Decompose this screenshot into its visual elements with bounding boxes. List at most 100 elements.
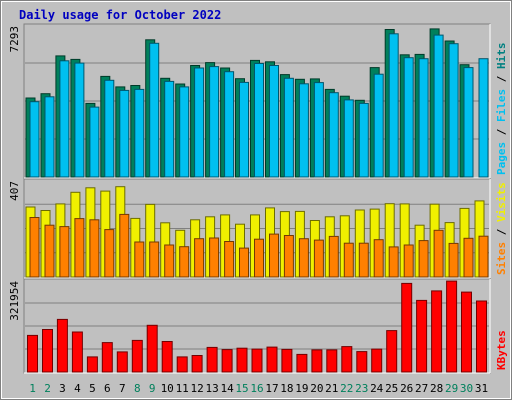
bar-files-day-24: [373, 73, 384, 178]
day-label-6: 6: [104, 382, 111, 395]
bar-files-day-26: [403, 57, 414, 178]
bar-kbytes-day-15: [236, 347, 248, 373]
bar-sites-day-8: [134, 241, 145, 278]
day-label-1: 1: [29, 382, 36, 395]
bar-sites-day-4: [74, 218, 85, 278]
day-label-16: 16: [250, 382, 263, 395]
bar-sites-day-5: [89, 219, 100, 278]
bar-files-day-6: [104, 79, 115, 178]
bar-sites-day-19: [298, 238, 309, 278]
bar-sites-day-23: [358, 242, 369, 278]
bar-kbytes-day-8: [131, 339, 143, 373]
day-label-26: 26: [400, 382, 413, 395]
bar-kbytes-day-30: [461, 291, 472, 373]
bar-sites-day-20: [313, 239, 324, 278]
bar-kbytes-day-14: [221, 349, 233, 373]
bar-sites-day-30: [463, 237, 474, 278]
bar-files-day-28: [433, 34, 444, 178]
bar-kbytes-day-13: [206, 346, 218, 373]
panel-hits-files-pages: 7293 Pages / Files / Hits: [8, 23, 508, 179]
day-label-9: 9: [149, 382, 156, 395]
day-label-2: 2: [44, 382, 51, 395]
bar-kbytes-day-6: [101, 342, 113, 373]
day-label-28: 28: [430, 382, 443, 395]
bar-kbytes-day-9: [146, 324, 158, 373]
bar-files-day-18: [283, 77, 294, 178]
day-label-31: 31: [475, 382, 488, 395]
legend-kbytes: KBytes: [495, 330, 508, 370]
bar-kbytes-day-28: [431, 290, 443, 373]
bar-kbytes-day-5: [86, 356, 98, 373]
bar-kbytes-day-24: [371, 348, 383, 373]
panel-kbytes: 321954 KBytes: [8, 278, 508, 374]
bar-sites-day-29: [448, 242, 459, 278]
y-max-label: 407: [8, 181, 21, 201]
bar-kbytes-day-16: [251, 348, 263, 373]
bar-sites-day-10: [164, 244, 175, 278]
y-max-label: 7293: [8, 26, 21, 53]
bar-files-day-14: [224, 71, 235, 178]
bar-sites-day-13: [209, 237, 220, 278]
bar-files-day-1: [29, 101, 40, 178]
bar-sites-day-15: [239, 247, 249, 278]
bar-sites-day-27: [418, 240, 429, 278]
bar-sites-day-16: [254, 238, 264, 278]
bar-kbytes-day-26: [401, 282, 413, 373]
bar-sites-day-14: [224, 241, 235, 278]
bar-files-day-5: [89, 106, 100, 178]
side-legend: Pages / Files / Hits: [495, 43, 508, 176]
bar-sites-day-21: [328, 235, 339, 278]
bar-sites-day-28: [433, 229, 444, 278]
bar-kbytes-day-29: [446, 280, 458, 373]
bar-kbytes-day-4: [71, 331, 83, 373]
bar-sites-day-11: [179, 246, 190, 278]
side-legend-separator: /: [495, 69, 508, 89]
day-label-11: 11: [176, 382, 189, 395]
bar-kbytes-day-3: [56, 318, 68, 373]
bar-sites-day-22: [343, 242, 354, 278]
bar-files-day-23: [358, 102, 369, 178]
day-label-12: 12: [190, 382, 203, 395]
bar-kbytes-day-22: [341, 346, 353, 373]
bar-files-day-7: [119, 89, 130, 178]
day-label-19: 19: [295, 382, 308, 395]
day-label-17: 17: [265, 382, 278, 395]
legend-hits: Hits: [495, 43, 508, 70]
day-label-18: 18: [280, 382, 293, 395]
bar-sites-day-9: [149, 241, 160, 278]
day-label-27: 27: [415, 382, 428, 395]
bar-files-day-9: [149, 42, 160, 178]
chart-title: Daily usage for October 2022: [19, 8, 221, 22]
bar-files-day-31: [478, 58, 489, 178]
bar-kbytes-day-18: [281, 348, 293, 373]
bar-files-day-16: [254, 63, 264, 178]
bar-sites-day-26: [403, 244, 414, 278]
bar-sites-day-2: [44, 224, 55, 278]
day-label-22: 22: [340, 382, 353, 395]
bar-files-day-21: [328, 92, 339, 178]
bar-sites-day-25: [388, 246, 399, 278]
series-sites: [29, 213, 489, 278]
bar-files-day-20: [313, 82, 324, 178]
bar-files-day-13: [209, 66, 220, 178]
bar-sites-day-6: [104, 229, 115, 278]
bar-kbytes-day-23: [356, 351, 368, 373]
panel-visits-sites: 407 Sites / Visits: [8, 178, 508, 279]
day-label-3: 3: [59, 382, 66, 395]
bar-kbytes-day-25: [386, 330, 398, 373]
bar-files-day-2: [44, 96, 55, 178]
legend-sites: Sites: [495, 242, 508, 275]
bar-sites-day-17: [269, 233, 279, 278]
side-legend: Sites / Visits: [495, 182, 508, 275]
day-label-5: 5: [89, 382, 96, 395]
day-label-4: 4: [74, 382, 81, 395]
bar-files-day-3: [59, 60, 70, 178]
bar-sites-day-7: [119, 213, 130, 278]
side-legend-separator: /: [495, 222, 508, 242]
bar-sites-day-24: [373, 239, 384, 278]
legend-files: Files: [495, 89, 508, 122]
bar-kbytes-day-20: [311, 349, 323, 373]
day-label-30: 30: [460, 382, 473, 395]
